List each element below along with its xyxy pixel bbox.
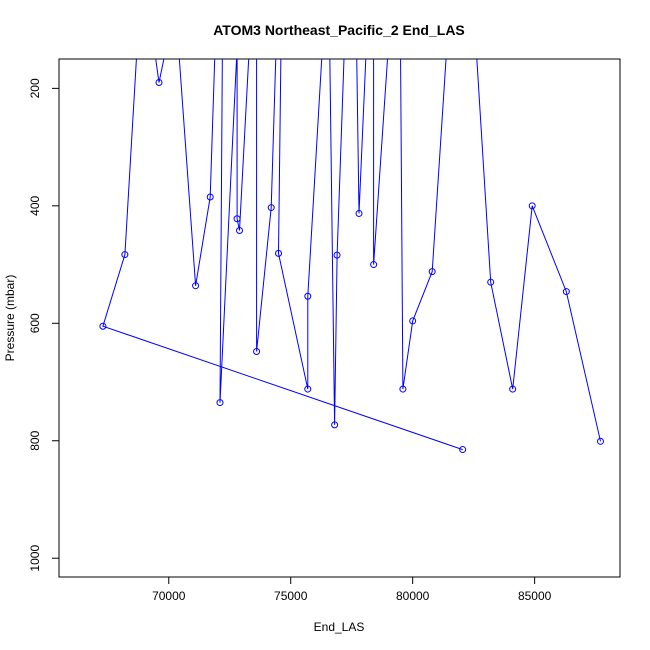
y-tick-label: 600 <box>28 313 42 333</box>
y-axis: 200 400 600 800 1000 <box>28 78 60 572</box>
data-point <box>355 209 363 217</box>
data-point <box>331 421 339 429</box>
data-point <box>206 193 214 201</box>
data-point <box>253 347 261 355</box>
data-point <box>370 261 378 269</box>
data-point <box>192 282 200 290</box>
x-tick-label: 85000 <box>518 589 552 603</box>
data-point <box>409 317 417 325</box>
data-point <box>216 399 224 407</box>
y-axis-label: Pressure (mbar) <box>3 275 17 362</box>
data-point <box>233 215 241 223</box>
data-point <box>509 385 517 393</box>
data-point <box>267 204 275 212</box>
plot-frame <box>58 58 621 578</box>
data-point <box>562 288 570 296</box>
data-point <box>304 292 312 300</box>
data-point <box>304 385 312 393</box>
data-point <box>428 268 436 276</box>
y-tick-label: 1000 <box>28 545 42 572</box>
y-tick-label: 400 <box>28 195 42 215</box>
y-tick-label: 800 <box>28 430 42 450</box>
y-tick-label: 200 <box>28 78 42 98</box>
data-point <box>399 385 407 393</box>
x-axis: 70000 75000 80000 85000 <box>152 576 552 603</box>
data-point <box>596 437 604 445</box>
series-line <box>102 59 601 451</box>
data-point <box>121 251 129 259</box>
chart-title: ATOM3 Northeast_Pacific_2 End_LAS <box>213 22 465 38</box>
data-point <box>487 278 495 286</box>
data-point <box>459 446 467 454</box>
x-tick-label: 70000 <box>152 589 186 603</box>
data-point <box>155 78 163 86</box>
data-point <box>235 226 243 234</box>
series-layer <box>99 59 604 454</box>
data-point <box>333 251 341 259</box>
x-tick-label: 80000 <box>396 589 430 603</box>
data-point <box>528 202 536 210</box>
x-axis-label: End_LAS <box>314 620 365 634</box>
x-tick-label: 75000 <box>274 589 308 603</box>
data-point <box>99 322 107 330</box>
data-point <box>275 249 283 257</box>
